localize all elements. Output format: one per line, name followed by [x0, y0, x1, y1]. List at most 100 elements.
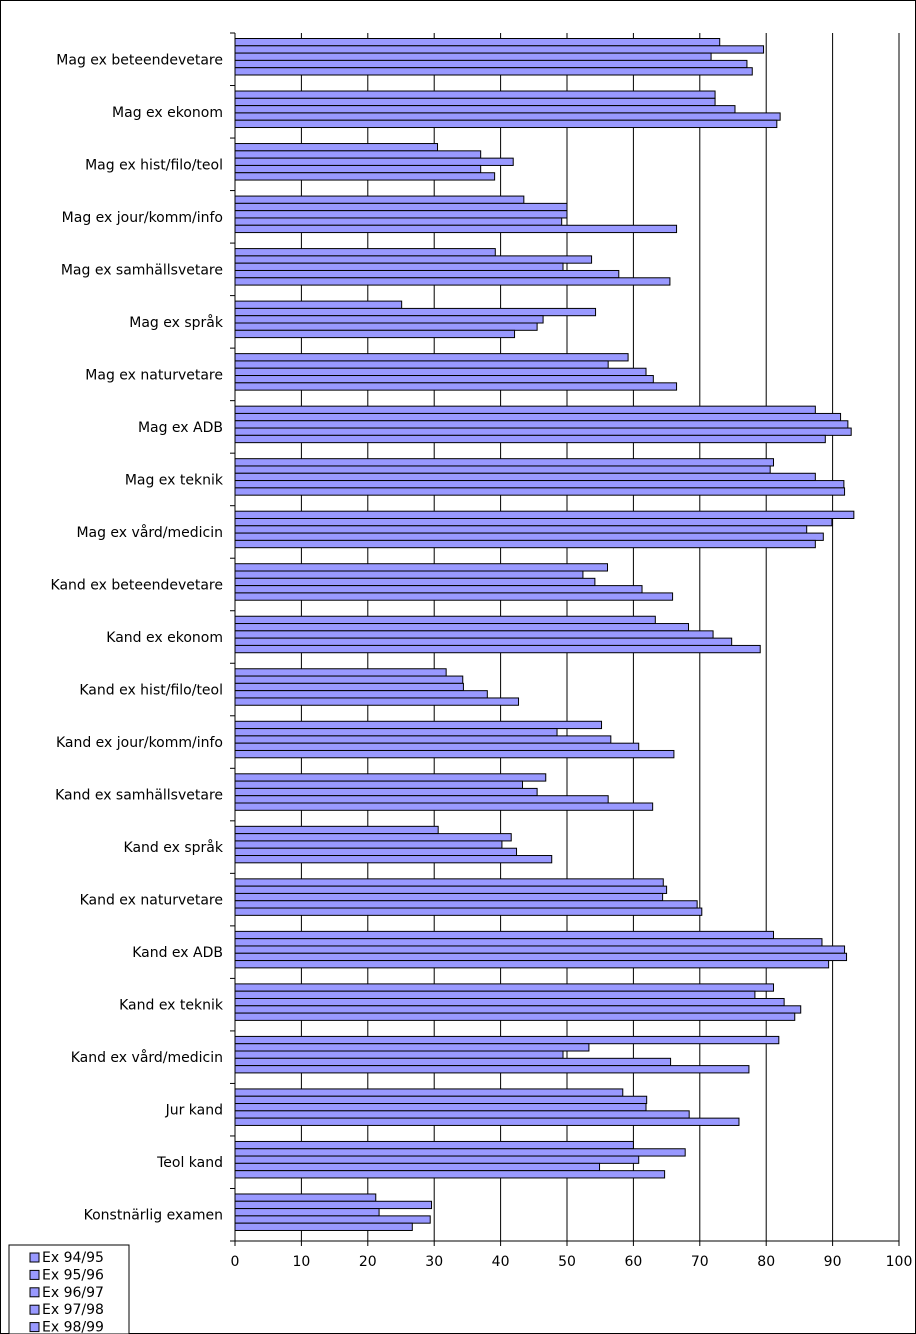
x-tick-label: 30 [425, 1254, 443, 1270]
bar-23-series-4 [234, 1215, 431, 1224]
bar-23-series-3 [234, 1208, 380, 1217]
x-axis: 0 10 20 30 40 50 60 70 80 90 100 [231, 33, 913, 1270]
bar-15-series-4 [234, 795, 609, 804]
bar-9-series-1 [234, 458, 775, 467]
legend-swatch [29, 1252, 40, 1263]
bar-12-series-5 [234, 644, 761, 654]
legend-label: Ex 94/95 [42, 1250, 104, 1266]
bar-14-series-2 [234, 728, 558, 737]
bar-13-series-2 [234, 675, 464, 684]
bars [234, 38, 855, 1231]
bar-11-series-4 [234, 585, 643, 594]
bar-19-series-3 [234, 997, 785, 1007]
bar-4-series-3 [234, 210, 568, 219]
bar-21-series-5 [234, 1117, 740, 1126]
bar-21-series-2 [234, 1095, 648, 1105]
bar-22-series-2 [234, 1148, 686, 1157]
bar-17-series-4 [234, 900, 698, 909]
bar-20-series-2 [234, 1043, 590, 1052]
bar-20-series-1 [234, 1035, 780, 1045]
bar-6-series-4 [234, 322, 538, 331]
bar-4-series-1 [234, 195, 525, 204]
bar-16-series-4 [234, 847, 518, 857]
bar-1-series-2 [234, 45, 765, 54]
x-tick-label: 50 [558, 1254, 576, 1270]
bar-11-series-2 [234, 570, 584, 579]
bar-16-series-1 [234, 825, 439, 835]
bar-15-series-3 [234, 787, 538, 797]
bar-5-series-1 [234, 248, 496, 257]
bar-1-series-4 [234, 59, 748, 69]
bar-4-series-4 [234, 217, 563, 226]
bar-21-series-1 [234, 1088, 624, 1097]
x-tick-label: 100 [886, 1254, 913, 1270]
bar-17-series-1 [234, 878, 664, 887]
bar-2-series-1 [234, 90, 716, 99]
category-label: Mag ex ADB [138, 420, 223, 436]
bar-4-series-2 [234, 202, 568, 212]
bar-14-series-1 [234, 720, 603, 730]
bar-16-series-2 [234, 833, 512, 842]
bar-6-series-3 [234, 315, 544, 324]
bar-10-series-5 [234, 539, 816, 549]
bar-11-series-5 [234, 592, 674, 601]
bar-2-series-5 [234, 119, 778, 129]
bar-16-series-3 [234, 840, 503, 849]
category-label: Mag ex vård/medicin [76, 524, 223, 541]
bar-13-series-5 [234, 697, 520, 706]
bar-3-series-1 [234, 143, 439, 152]
bar-6-series-1 [234, 300, 403, 309]
bar-17-series-5 [234, 907, 703, 916]
bar-18-series-1 [234, 930, 775, 940]
category-label: Jur kand [165, 1103, 223, 1119]
bar-10-series-2 [234, 517, 833, 527]
bar-23-series-1 [234, 1193, 377, 1202]
category-label: Kand ex jour/komm/info [56, 735, 223, 751]
bar-19-series-5 [234, 1012, 796, 1021]
bar-9-series-2 [234, 465, 771, 474]
legend-swatch [29, 1304, 40, 1315]
bar-18-series-4 [234, 952, 848, 962]
bar-5-series-2 [234, 255, 593, 264]
bar-3-series-5 [234, 172, 496, 181]
bar-22-series-1 [234, 1140, 634, 1150]
bar-17-series-2 [234, 885, 668, 894]
bar-10-series-3 [234, 525, 808, 534]
bar-7-series-1 [234, 353, 629, 362]
legend-label: Ex 98/99 [42, 1320, 104, 1334]
legend-swatch [29, 1287, 40, 1298]
bar-8-series-3 [234, 420, 849, 429]
category-label: Mag ex ekonom [112, 105, 223, 121]
category-label: Teol kand [156, 1155, 223, 1171]
bar-13-series-1 [234, 668, 447, 677]
category-label: Mag ex samhällsvetare [61, 262, 223, 278]
bar-20-series-5 [234, 1065, 750, 1074]
category-label: Mag ex naturvetare [85, 367, 223, 383]
category-label: Kand ex språk [124, 839, 224, 856]
bar-6-series-2 [234, 307, 597, 317]
bar-19-series-2 [234, 990, 756, 999]
bar-8-series-1 [234, 405, 816, 414]
bar-10-series-4 [234, 532, 824, 541]
x-tick-label: 80 [757, 1254, 775, 1270]
bar-22-series-3 [234, 1155, 640, 1164]
bar-6-series-5 [234, 329, 516, 339]
bar-20-series-3 [234, 1050, 564, 1059]
bar-12-series-4 [234, 637, 733, 646]
bar-5-series-4 [234, 269, 620, 279]
bar-12-series-2 [234, 623, 690, 632]
category-label: Kand ex ekonom [106, 630, 223, 646]
category-label: Konstnärlig examen [84, 1208, 223, 1224]
category-label: Mag ex teknik [125, 472, 224, 488]
bar-7-series-2 [234, 360, 609, 369]
bar-18-series-2 [234, 938, 823, 947]
category-label: Mag ex språk [129, 314, 224, 331]
bar-11-series-1 [234, 563, 609, 572]
bar-18-series-5 [234, 960, 830, 969]
bar-11-series-3 [234, 577, 596, 587]
bar-23-series-5 [234, 1222, 413, 1231]
bar-2-series-4 [234, 112, 781, 121]
bar-8-series-2 [234, 412, 842, 422]
bar-13-series-4 [234, 690, 488, 699]
